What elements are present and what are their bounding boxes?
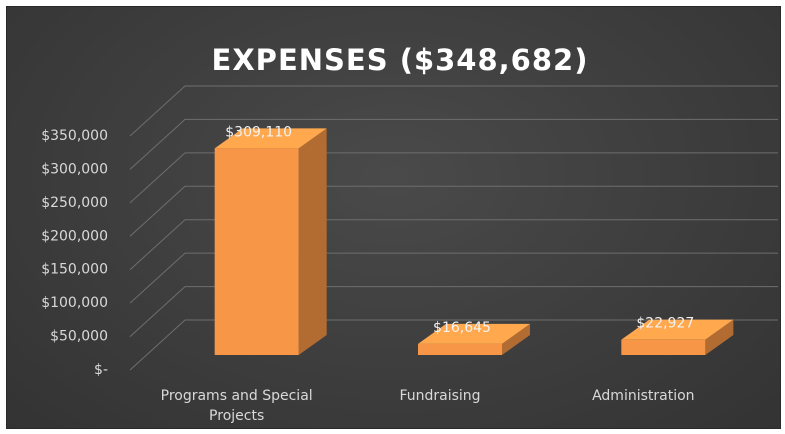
bar: [214, 148, 299, 355]
x-tick-label: Programs and Special Projects: [160, 388, 313, 424]
y-tick-label: $200,000: [41, 228, 108, 244]
bar-top: [418, 323, 530, 344]
grid-line: [129, 185, 778, 237]
grid-line: [129, 252, 778, 304]
y-tick-label: $50,000: [50, 329, 108, 345]
grid-line: [129, 286, 778, 337]
bar-top: [214, 128, 327, 149]
y-tick-label: $250,000: [41, 195, 108, 211]
bar: [621, 339, 706, 355]
data-label: $22,927: [636, 316, 694, 332]
bar-side: [298, 128, 327, 355]
data-label: $309,110: [225, 124, 292, 140]
grid-line: [129, 319, 778, 371]
y-tick-label: $-: [94, 362, 108, 378]
y-tick-label: $350,000: [41, 128, 108, 144]
data-label: $16,645: [433, 320, 491, 336]
grid-line: [129, 85, 778, 137]
x-tick-label: Administration: [592, 388, 695, 404]
bar-side: [502, 323, 530, 355]
grid-line: [129, 152, 778, 204]
x-tick-label: Fundraising: [399, 388, 481, 404]
chart-background: [6, 6, 781, 429]
bar: [418, 343, 502, 355]
bar-top: [621, 319, 734, 340]
y-tick-label: $300,000: [41, 161, 108, 177]
chart-title: EXPENSES ($348,682): [212, 43, 589, 77]
bar-side: [705, 319, 734, 355]
y-tick-label: $150,000: [41, 262, 108, 278]
grid-line: [129, 118, 778, 170]
y-tick-label: $100,000: [41, 295, 108, 311]
grid-line: [129, 219, 778, 271]
